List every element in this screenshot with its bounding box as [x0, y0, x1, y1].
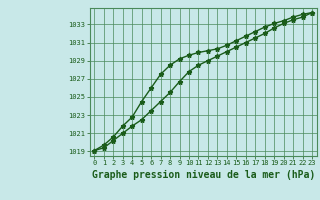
- X-axis label: Graphe pression niveau de la mer (hPa): Graphe pression niveau de la mer (hPa): [92, 170, 315, 180]
